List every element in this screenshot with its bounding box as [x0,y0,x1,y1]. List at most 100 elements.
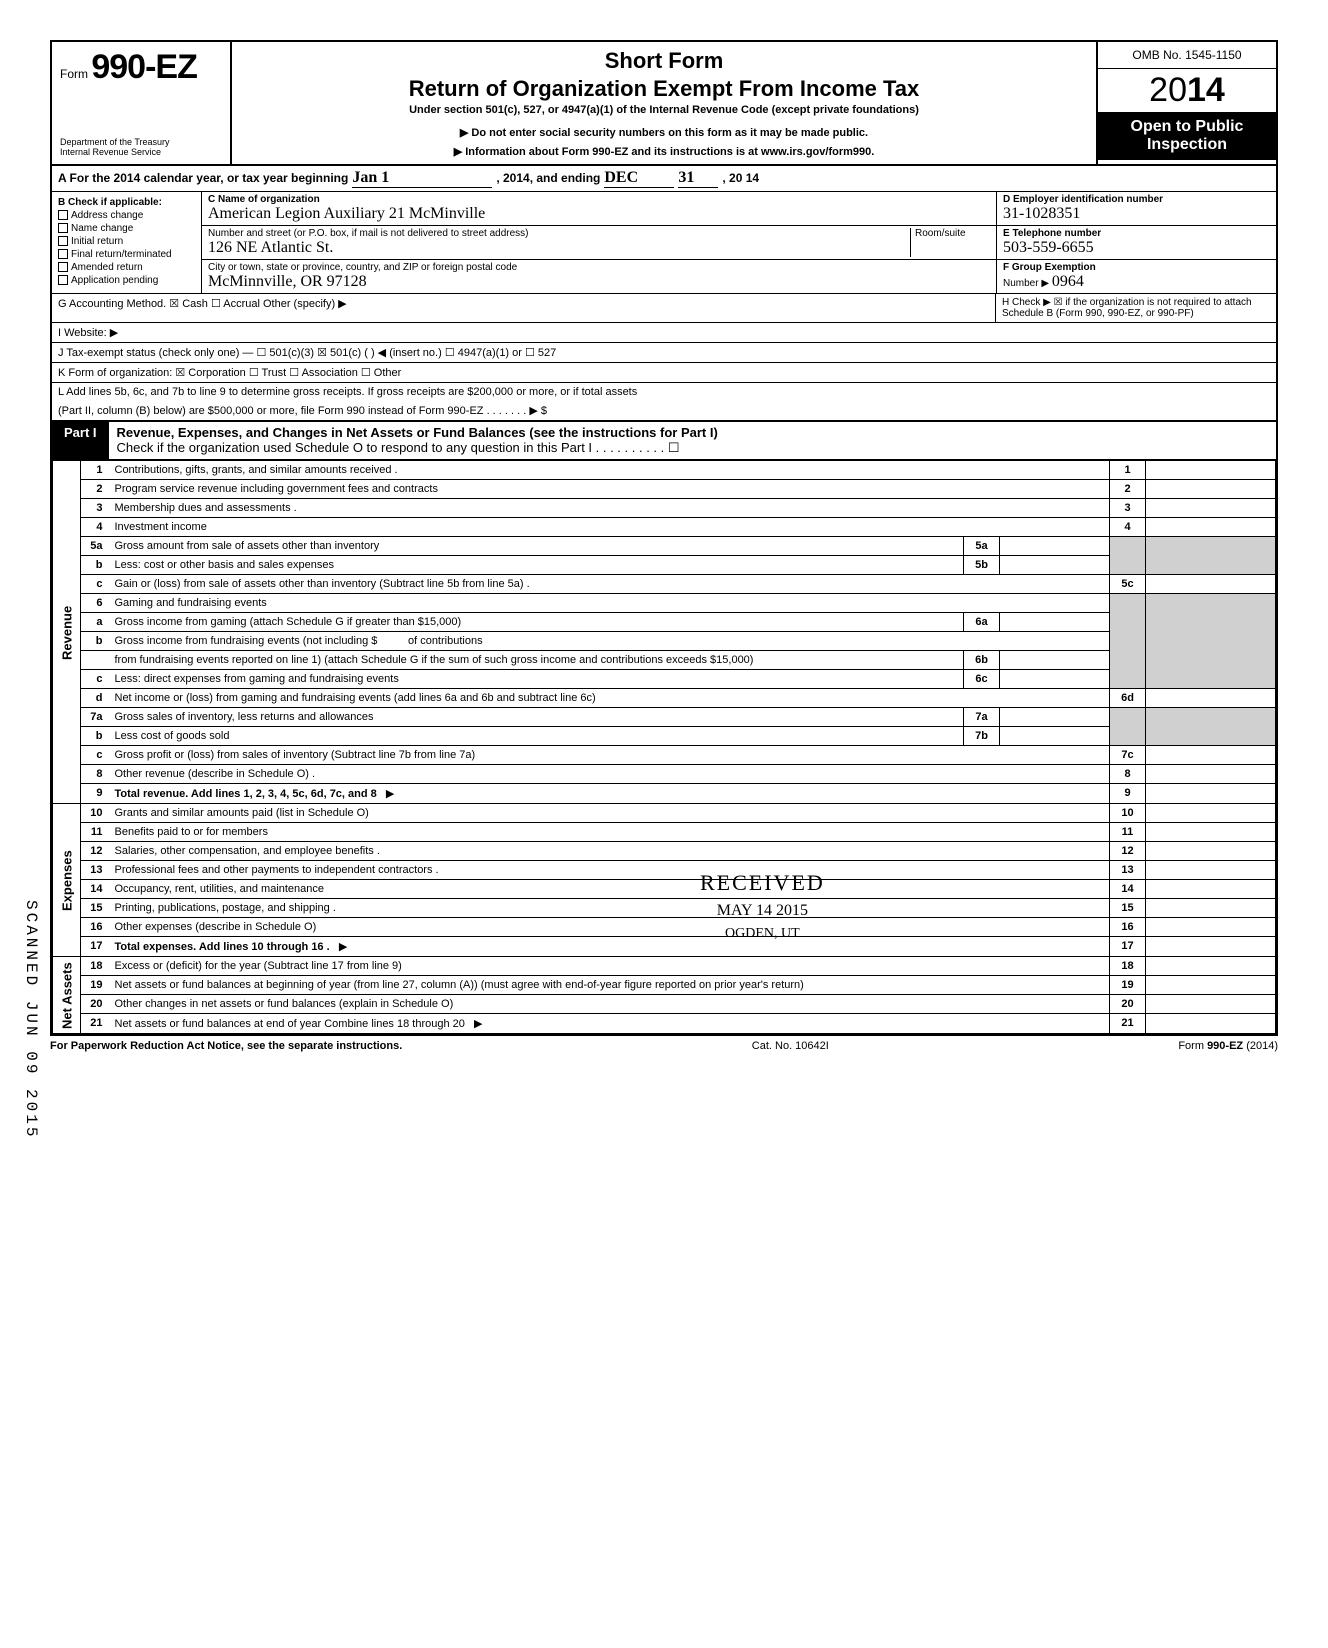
line-a-end-month: DEC [604,169,674,188]
cb-final[interactable]: Final return/terminated [58,249,195,260]
row-5a: 5aGross amount from sale of assets other… [53,537,1276,556]
row-6: 6Gaming and fundraising events [53,594,1276,613]
line-g: G Accounting Method. ☒ Cash ☐ Accrual Ot… [52,294,996,322]
open-to-public: Open to Public Inspection [1098,112,1276,160]
row-8: 8Other revenue (describe in Schedule O) … [53,765,1276,784]
info-link: ▶ Information about Form 990-EZ and its … [238,145,1090,158]
row-18: Net Assets 18Excess or (deficit) for the… [53,957,1276,976]
line-a-end-day: 31 [678,169,718,188]
line-j: J Tax-exempt status (check only one) — ☐… [52,343,1276,363]
line-a-mid: , 2014, and ending [496,171,600,185]
expenses-vlabel: Expenses [53,804,81,957]
l17-desc: Total expenses. Add lines 10 through 16 … [115,941,330,953]
row-7c: cGross profit or (loss) from sales of in… [53,746,1276,765]
line-k-text: K Form of organization: ☒ Corporation ☐ … [52,363,407,382]
city-label: City or town, state or province, country… [208,262,990,273]
year-bold: 14 [1187,71,1225,109]
l6b3: from fundraising events reported on line… [109,651,964,670]
group-label2: Number ▶ [1003,278,1049,289]
group-row: F Group Exemption Number ▶ 0964 [997,260,1276,293]
row-6a: aGross income from gaming (attach Schedu… [53,613,1276,632]
row-5b: bLess: cost or other basis and sales exp… [53,556,1276,575]
vertical-scanned-stamp: SCANNED JUN 09 2015 [22,900,40,1139]
l6a-desc: Gross income from gaming (attach Schedul… [109,613,964,632]
l21-desc: Net assets or fund balances at end of ye… [115,1018,465,1030]
form-header: Form 990-EZ Department of the Treasury I… [52,42,1276,166]
header-mid: Short Form Return of Organization Exempt… [232,42,1096,164]
subtitle-code: Under section 501(c), 527, or 4947(a)(1)… [238,104,1090,116]
cb-initial-label: Initial return [71,236,123,247]
part1-table: Revenue 1Contributions, gifts, grants, a… [52,460,1276,1034]
l13-desc: Professional fees and other payments to … [109,861,1110,880]
line-h: H Check ▶ ☒ if the organization is not r… [996,294,1276,322]
l7b-desc: Less cost of goods sold [109,727,964,746]
org-name-value: American Legion Auxiliary 21 McMinville [208,205,990,223]
street-row: Number and street (or P.O. box, if mail … [202,226,996,260]
row-13: 13Professional fees and other payments t… [53,861,1276,880]
line-j-text: J Tax-exempt status (check only one) — ☐… [52,343,562,362]
room-label: Room/suite [910,228,990,257]
line-a-end-year: , 20 14 [722,171,759,185]
line-l: L Add lines 5b, 6c, and 7b to line 9 to … [52,383,1276,420]
phone-label: E Telephone number [1003,228,1270,239]
row-15: 15Printing, publications, postage, and s… [53,899,1276,918]
row-3: 3Membership dues and assessments .3 [53,499,1276,518]
footer-left: For Paperwork Reduction Act Notice, see … [50,1040,402,1052]
l14-desc: Occupancy, rent, utilities, and maintena… [109,880,1110,899]
row-16: 16Other expenses (describe in Schedule O… [53,918,1276,937]
form-number: Form 990-EZ [60,48,222,87]
city-value: McMinnville, OR 97128 [208,273,990,291]
l6c-desc: Less: direct expenses from gaming and fu… [109,670,964,689]
l6b1: Gross income from fundraising events (no… [115,635,378,647]
row-7a: 7aGross sales of inventory, less returns… [53,708,1276,727]
phone-value: 503-559-6655 [1003,239,1270,257]
l7c-desc: Gross profit or (loss) from sales of inv… [109,746,1110,765]
phone-row: E Telephone number 503-559-6655 [997,226,1276,260]
form-990ez: Form 990-EZ Department of the Treasury I… [50,40,1278,1036]
l15-desc: Printing, publications, postage, and shi… [109,899,1110,918]
line-a: A For the 2014 calendar year, or tax yea… [52,166,1276,192]
footer-right: Form 990-EZ (2014) [1178,1040,1278,1052]
street-value: 126 NE Atlantic St. [208,239,910,257]
street-label: Number and street (or P.O. box, if mail … [208,228,910,239]
cb-pending[interactable]: Application pending [58,275,195,286]
header-right: OMB No. 1545-1150 2014 Open to Public In… [1096,42,1276,164]
section-b: B Check if applicable: Address change Na… [52,192,202,293]
cb-name[interactable]: Name change [58,223,195,234]
open1: Open to Public [1102,118,1272,136]
l5b-desc: Less: cost or other basis and sales expe… [109,556,964,575]
l20-desc: Other changes in net assets or fund bala… [109,995,1110,1014]
row-12: 12Salaries, other compensation, and empl… [53,842,1276,861]
row-4: 4Investment income4 [53,518,1276,537]
cb-address[interactable]: Address change [58,210,195,221]
l6-desc: Gaming and fundraising events [109,594,1110,613]
footer-mid: Cat. No. 10642I [752,1040,829,1052]
row-9: 9Total revenue. Add lines 1, 2, 3, 4, 5c… [53,784,1276,804]
l12-desc: Salaries, other compensation, and employ… [109,842,1110,861]
line-l2: (Part II, column (B) below) are $500,000… [52,401,1276,420]
cb-initial[interactable]: Initial return [58,236,195,247]
cb-amended[interactable]: Amended return [58,262,195,273]
l4-desc: Investment income [109,518,1110,537]
ein-value: 31-1028351 [1003,205,1270,223]
form-prefix: Form [60,67,88,81]
l6d-desc: Net income or (loss) from gaming and fun… [109,689,1110,708]
part1-header: Part I Revenue, Expenses, and Changes in… [52,420,1276,460]
row-6b: bGross income from fundraising events (n… [53,632,1276,651]
line-i-text: I Website: ▶ [52,323,124,342]
header-left: Form 990-EZ Department of the Treasury I… [52,42,232,164]
city-row: City or town, state or province, country… [202,260,996,293]
row-5c: cGain or (loss) from sale of assets othe… [53,575,1276,594]
row-20: 20Other changes in net assets or fund ba… [53,995,1276,1014]
cb-address-label: Address change [71,210,143,221]
l2-desc: Program service revenue including govern… [109,480,1110,499]
l9-desc: Total revenue. Add lines 1, 2, 3, 4, 5c,… [115,788,377,800]
received-ogden: OGDEN, UT [700,926,825,942]
return-title: Return of Organization Exempt From Incom… [238,76,1090,102]
line-a-begin: Jan 1 [352,169,492,188]
ein-row: D Employer identification number 31-1028… [997,192,1276,226]
form-number-bold: 990-EZ [91,48,197,86]
part1-title: Revenue, Expenses, and Changes in Net As… [117,425,718,440]
row-6c: cLess: direct expenses from gaming and f… [53,670,1276,689]
received-text: RECEIVED [700,870,825,896]
